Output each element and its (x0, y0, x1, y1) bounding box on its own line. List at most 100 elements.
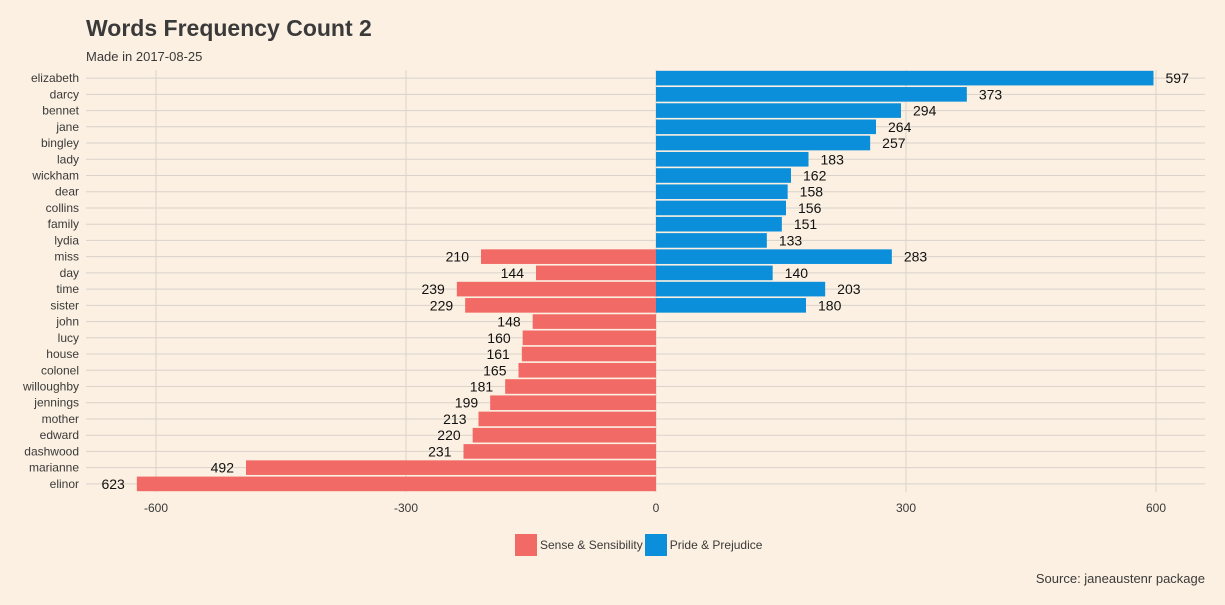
y-tick-label: dashwood (24, 444, 79, 458)
y-tick-label: lydia (54, 233, 79, 247)
y-tick-label: elinor (50, 477, 79, 491)
bar-sense (481, 249, 656, 264)
chart-subtitle: Made in 2017-08-25 (86, 49, 203, 64)
y-tick-label: lucy (58, 331, 79, 345)
y-tick-label: miss (54, 250, 79, 264)
bar-sense (463, 444, 656, 459)
y-tick-label: dear (55, 185, 79, 199)
bar-pride (656, 200, 786, 216)
data-label-pride: 264 (888, 119, 912, 135)
data-label-sense: 220 (437, 427, 461, 443)
bar-pride (656, 184, 788, 200)
data-label-pride: 283 (904, 249, 928, 265)
legend-label-pride: Pride & Prejudice (669, 538, 763, 552)
data-label-pride: 151 (794, 216, 818, 232)
bar-pride (656, 233, 767, 248)
x-tick-label: -600 (144, 501, 168, 515)
y-tick-label: house (46, 347, 79, 361)
bar-pride (656, 168, 791, 183)
data-label-pride: 257 (882, 135, 906, 151)
chart-title: Words Frequency Count 2 (86, 15, 372, 41)
bar-sense (505, 379, 656, 394)
legend-item-sense: Sense & Sensibility (515, 534, 643, 556)
data-label-sense: 148 (497, 314, 521, 330)
bar-sense (536, 265, 656, 281)
y-tick-label: bennet (42, 104, 79, 118)
data-label-sense: 210 (446, 249, 470, 265)
x-tick-label: 0 (653, 501, 660, 515)
y-tick-label: day (60, 266, 79, 280)
legend-item-pride: Pride & Prejudice (644, 534, 763, 556)
bar-sense (522, 330, 656, 346)
data-label-pride: 133 (779, 232, 803, 248)
y-tick-label: wickham (31, 169, 79, 183)
y-tick-label: marianne (29, 461, 79, 475)
y-tick-label: lady (57, 152, 79, 166)
y-tick-label: john (55, 315, 79, 329)
bar-pride (656, 151, 809, 167)
data-label-pride: 203 (837, 281, 861, 297)
legend-swatch-pride (644, 534, 667, 556)
bar-sense (521, 346, 656, 362)
data-label-sense: 213 (443, 411, 467, 427)
bar-sense (490, 395, 656, 411)
bar-sense (465, 298, 656, 313)
data-label-pride: 158 (800, 184, 824, 200)
x-tick-label: 600 (1146, 501, 1166, 515)
bar-pride (656, 265, 773, 281)
y-tick-label: collins (46, 201, 79, 215)
bar-pride (656, 298, 806, 313)
bar-pride (656, 87, 967, 102)
data-label-sense: 161 (486, 346, 510, 362)
bar-sense (478, 411, 656, 427)
bar-pride (656, 70, 1154, 86)
y-tick-label: mother (42, 412, 79, 426)
y-tick-label: jane (55, 120, 79, 134)
bar-pride (656, 249, 892, 264)
bar-sense (532, 314, 656, 329)
data-label-sense: 623 (101, 476, 125, 492)
y-tick-label: elizabeth (31, 71, 79, 85)
y-tick-label: time (56, 282, 79, 296)
bar-sense (246, 460, 656, 475)
bar-sense (472, 427, 656, 443)
data-label-sense: 199 (455, 395, 479, 411)
y-tick-label: jennings (33, 396, 79, 410)
y-tick-label: family (48, 217, 79, 231)
y-tick-label: sister (50, 298, 79, 312)
y-tick-label: willoughby (22, 380, 79, 394)
bar-sense (456, 281, 656, 297)
legend: Sense & Sensibility Pride & Prejudice (515, 534, 764, 556)
bar-pride (656, 135, 871, 151)
chart-caption: Source: janeaustenr package (1035, 571, 1205, 586)
x-tick-label: 300 (896, 501, 916, 515)
data-label-pride: 140 (785, 265, 809, 281)
data-label-pride: 180 (818, 297, 842, 313)
x-tick-label: -300 (394, 501, 418, 515)
data-label-sense: 492 (211, 460, 235, 476)
data-label-sense: 229 (430, 297, 454, 313)
data-label-pride: 597 (1166, 70, 1190, 86)
y-tick-label: edward (40, 428, 79, 442)
legend-label-sense: Sense & Sensibility (540, 538, 643, 552)
data-label-pride: 294 (913, 103, 937, 119)
data-label-sense: 160 (487, 330, 511, 346)
bar-sense (518, 362, 656, 378)
data-label-pride: 183 (821, 151, 845, 167)
legend-swatch-sense (515, 534, 537, 556)
bar-pride (656, 281, 826, 297)
data-label-sense: 181 (470, 379, 494, 395)
data-label-sense: 239 (421, 281, 445, 297)
bar-pride (656, 216, 782, 232)
data-label-pride: 162 (803, 168, 827, 184)
data-label-sense: 231 (428, 443, 452, 459)
bar-pride (656, 119, 876, 135)
data-label-pride: 156 (798, 200, 822, 216)
y-tick-label: colonel (41, 363, 79, 377)
y-tick-label: bingley (41, 136, 79, 150)
data-label-sense: 165 (483, 362, 507, 378)
y-tick-label: darcy (50, 87, 79, 101)
data-label-sense: 144 (501, 265, 525, 281)
bar-pride (656, 103, 901, 118)
